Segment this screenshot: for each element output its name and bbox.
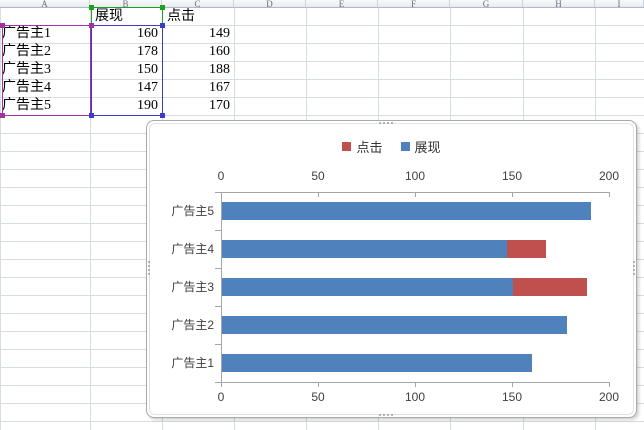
resize-handle-right[interactable]	[633, 261, 635, 275]
axis-tick	[221, 383, 222, 387]
column-header-f[interactable]: F	[378, 0, 450, 7]
cell-c1[interactable]: 点击	[167, 9, 195, 24]
axis-tick	[221, 193, 222, 197]
axis-tick	[512, 383, 513, 387]
category-label: 广告主5	[171, 204, 214, 218]
column-header-e[interactable]: E	[306, 0, 378, 7]
range-handle[interactable]	[89, 5, 94, 10]
cell-c3[interactable]: 160	[209, 44, 230, 59]
bar-展现[interactable]	[222, 202, 591, 220]
bar-chart[interactable]: 点击 展现 0 50 100 150 200 0 50 100 150 200 广告主5 广告主4 广…	[146, 120, 637, 418]
category-tick	[215, 230, 221, 231]
category-label: 广告主3	[171, 280, 214, 294]
cell-c2[interactable]: 149	[209, 26, 230, 41]
range-handle[interactable]	[0, 23, 5, 28]
column-header-c[interactable]: C	[162, 0, 234, 7]
column-header-row: A B C D E F G H I	[0, 0, 644, 8]
bar-展现[interactable]	[222, 354, 532, 372]
cell-b2[interactable]: 160	[137, 26, 158, 41]
category-range-box[interactable]	[2, 25, 91, 116]
axis-tick	[318, 383, 319, 387]
axis-tick	[609, 383, 610, 387]
column-header-h[interactable]: H	[523, 0, 595, 7]
cell-b5[interactable]: 147	[137, 80, 158, 95]
axis-tick-label: 100	[404, 169, 426, 183]
cell-b1[interactable]: 展现	[95, 9, 123, 24]
bar-展现[interactable]	[222, 278, 513, 296]
column-header-b[interactable]: B	[90, 0, 162, 7]
range-handle[interactable]	[160, 113, 165, 118]
legend-label: 展现	[414, 139, 441, 155]
top-axis-line	[221, 192, 610, 193]
axis-tick	[415, 383, 416, 387]
category-axis-line	[221, 192, 222, 383]
cell-b4[interactable]: 150	[137, 62, 158, 77]
resize-handle-bottom[interactable]	[379, 414, 393, 416]
axis-tick-label: 150	[501, 390, 523, 404]
cell-a5[interactable]: 广告主4	[2, 80, 51, 95]
cell-a6[interactable]: 广告主5	[2, 98, 51, 113]
axis-tick-label: 0	[217, 169, 225, 183]
cell-c5[interactable]: 167	[209, 80, 230, 95]
category-tick	[215, 306, 221, 307]
chart-area: 点击 展现 0 50 100 150 200 0 50 100 150 200 广告主5 广告主4 广…	[149, 123, 634, 415]
legend-swatch	[400, 141, 410, 151]
axis-tick	[512, 193, 513, 197]
axis-tick-label: 50	[311, 169, 325, 183]
cell-a3[interactable]: 广告主2	[2, 44, 51, 59]
axis-tick-label: 200	[598, 390, 620, 404]
axis-tick	[318, 193, 319, 197]
range-handle[interactable]	[160, 5, 165, 10]
gridline	[90, 8, 91, 430]
category-tick	[215, 192, 221, 193]
legend-item[interactable]: 点击	[342, 137, 383, 156]
range-handle[interactable]	[160, 23, 165, 28]
axis-tick	[609, 193, 610, 197]
category-label: 广告主1	[171, 356, 214, 370]
category-label: 广告主2	[171, 318, 214, 332]
axis-tick-label: 150	[501, 169, 523, 183]
axis-tick-label: 200	[598, 169, 620, 183]
column-header-i[interactable]: I	[595, 0, 644, 7]
range-handle[interactable]	[89, 113, 94, 118]
cell-c4[interactable]: 188	[209, 62, 230, 77]
axis-tick-label: 50	[311, 390, 325, 404]
value-range-box[interactable]	[91, 25, 163, 116]
column-header-g[interactable]: G	[450, 0, 523, 7]
bar-展现[interactable]	[222, 316, 567, 334]
gridline	[0, 8, 1, 430]
column-header-d[interactable]: D	[234, 0, 306, 7]
category-tick	[215, 382, 221, 383]
cell-b6[interactable]: 190	[137, 98, 158, 113]
resize-handle-top[interactable]	[379, 122, 393, 124]
bar-展现[interactable]	[222, 240, 507, 258]
cell-a4[interactable]: 广告主3	[2, 62, 51, 77]
cell-a2[interactable]: 广告主1	[2, 26, 51, 41]
cell-b3[interactable]: 178	[137, 44, 158, 59]
axis-tick-label: 100	[404, 390, 426, 404]
range-handle[interactable]	[0, 113, 5, 118]
category-tick	[215, 268, 221, 269]
legend-swatch	[342, 141, 352, 151]
chart-legend[interactable]: 点击 展现	[150, 137, 633, 156]
axis-tick-label: 0	[217, 390, 225, 404]
plot-area	[215, 192, 610, 387]
range-handle[interactable]	[89, 23, 94, 28]
axis-tick	[415, 193, 416, 197]
legend-item[interactable]: 展现	[400, 137, 441, 156]
bottom-axis-line	[221, 382, 610, 383]
cell-c6[interactable]: 170	[209, 98, 230, 113]
legend-label: 点击	[356, 139, 383, 155]
resize-handle-left[interactable]	[148, 261, 150, 275]
category-label: 广告主4	[171, 242, 214, 256]
category-tick	[215, 344, 221, 345]
series-name-range-box[interactable]	[91, 7, 163, 26]
column-header-a[interactable]: A	[0, 0, 90, 7]
